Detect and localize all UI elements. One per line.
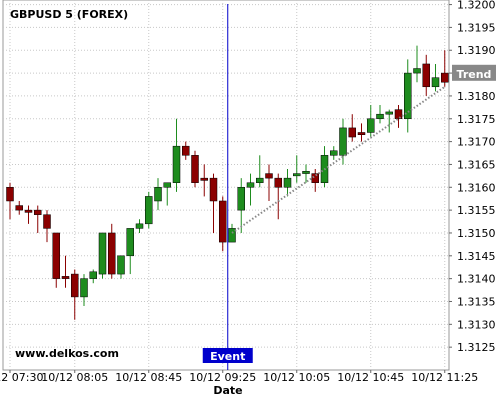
event-label-box xyxy=(202,348,253,363)
candle-body xyxy=(80,278,88,298)
candle-body xyxy=(219,200,227,243)
x-tick-label: 10/12 09:25 xyxy=(189,371,256,384)
candle-body xyxy=(52,232,60,279)
y-tick-label: 1.3170 xyxy=(457,136,496,149)
candle-body xyxy=(191,155,199,183)
candle-body xyxy=(145,196,153,225)
candle-body xyxy=(441,72,449,83)
candle-body xyxy=(274,177,282,188)
candle-body xyxy=(385,111,393,115)
x-tick-label: 10/12 10:05 xyxy=(263,371,330,384)
candle-body xyxy=(200,177,208,181)
y-tick-label: 1.3190 xyxy=(457,44,496,57)
y-tick-label: 1.3175 xyxy=(457,113,496,126)
candle-body xyxy=(339,127,347,156)
candle-body xyxy=(135,223,144,229)
candle-body xyxy=(71,273,79,298)
candle-body xyxy=(302,171,310,174)
candle-body xyxy=(117,255,125,275)
candle-body xyxy=(246,182,255,188)
candle-body xyxy=(256,177,264,183)
y-tick-label: 1.3200 xyxy=(457,0,496,12)
candle-body xyxy=(413,68,421,74)
candle-body xyxy=(367,118,375,133)
y-tick-label: 1.3125 xyxy=(457,341,496,354)
y-tick-label: 1.3195 xyxy=(457,21,496,34)
candle-body xyxy=(163,182,171,188)
plot-area xyxy=(2,0,450,371)
y-tick-label: 1.3130 xyxy=(457,318,496,331)
candle-body xyxy=(265,173,273,179)
candle-body xyxy=(108,232,116,275)
trend-label-box xyxy=(452,64,496,81)
y-tick-label: 1.3135 xyxy=(457,295,496,308)
trend-label: Trend xyxy=(457,68,492,81)
candle-body xyxy=(311,173,319,183)
candle-body xyxy=(293,173,301,177)
y-tick-label: 1.3145 xyxy=(457,250,496,263)
candle-body xyxy=(394,109,403,120)
candle-body xyxy=(172,145,181,183)
candle-body xyxy=(228,228,236,243)
x-tick-label: 10/12 08:05 xyxy=(41,371,108,384)
y-tick-label: 1.3160 xyxy=(457,181,496,194)
candle-body xyxy=(43,214,51,229)
y-tick-label: 1.3165 xyxy=(457,158,496,171)
candle-body xyxy=(182,145,190,156)
candle-body xyxy=(283,177,292,188)
y-tick-label: 1.3180 xyxy=(457,90,496,103)
trend-line xyxy=(231,85,446,234)
x-tick-label: 10/12 10:45 xyxy=(337,371,404,384)
candle-body xyxy=(89,271,97,279)
candle-body xyxy=(98,232,107,275)
watermark: www.delkos.com xyxy=(15,347,119,360)
candle-body xyxy=(34,209,42,215)
candle-body xyxy=(209,177,218,202)
candle-body xyxy=(126,228,134,257)
candle-body xyxy=(422,63,430,88)
y-tick-label: 1.3140 xyxy=(457,273,496,286)
y-tick-label: 1.3155 xyxy=(457,204,496,217)
event-label: Event xyxy=(210,350,245,363)
candle-body xyxy=(431,77,440,88)
candle-body xyxy=(15,205,23,211)
candle-body xyxy=(330,150,338,156)
x-tick-label: 10/12 08:45 xyxy=(115,371,182,384)
candle-body xyxy=(61,276,70,279)
candle-body xyxy=(348,127,356,138)
x-tick-label: 10/12 11:25 xyxy=(411,371,478,384)
candle-body xyxy=(24,209,33,213)
chart-title: GBPUSD 5 (FOREX) xyxy=(10,8,128,21)
x-axis-label: Date xyxy=(213,384,242,397)
candle-body xyxy=(357,132,366,136)
candle-body xyxy=(376,113,384,120)
candle-body xyxy=(6,187,14,202)
y-tick-label: 1.3150 xyxy=(457,227,496,240)
candle-body xyxy=(404,72,412,120)
candle-body xyxy=(237,187,245,211)
candle-body xyxy=(154,187,162,202)
x-tick-label: 10/12 07:30 xyxy=(0,371,43,384)
